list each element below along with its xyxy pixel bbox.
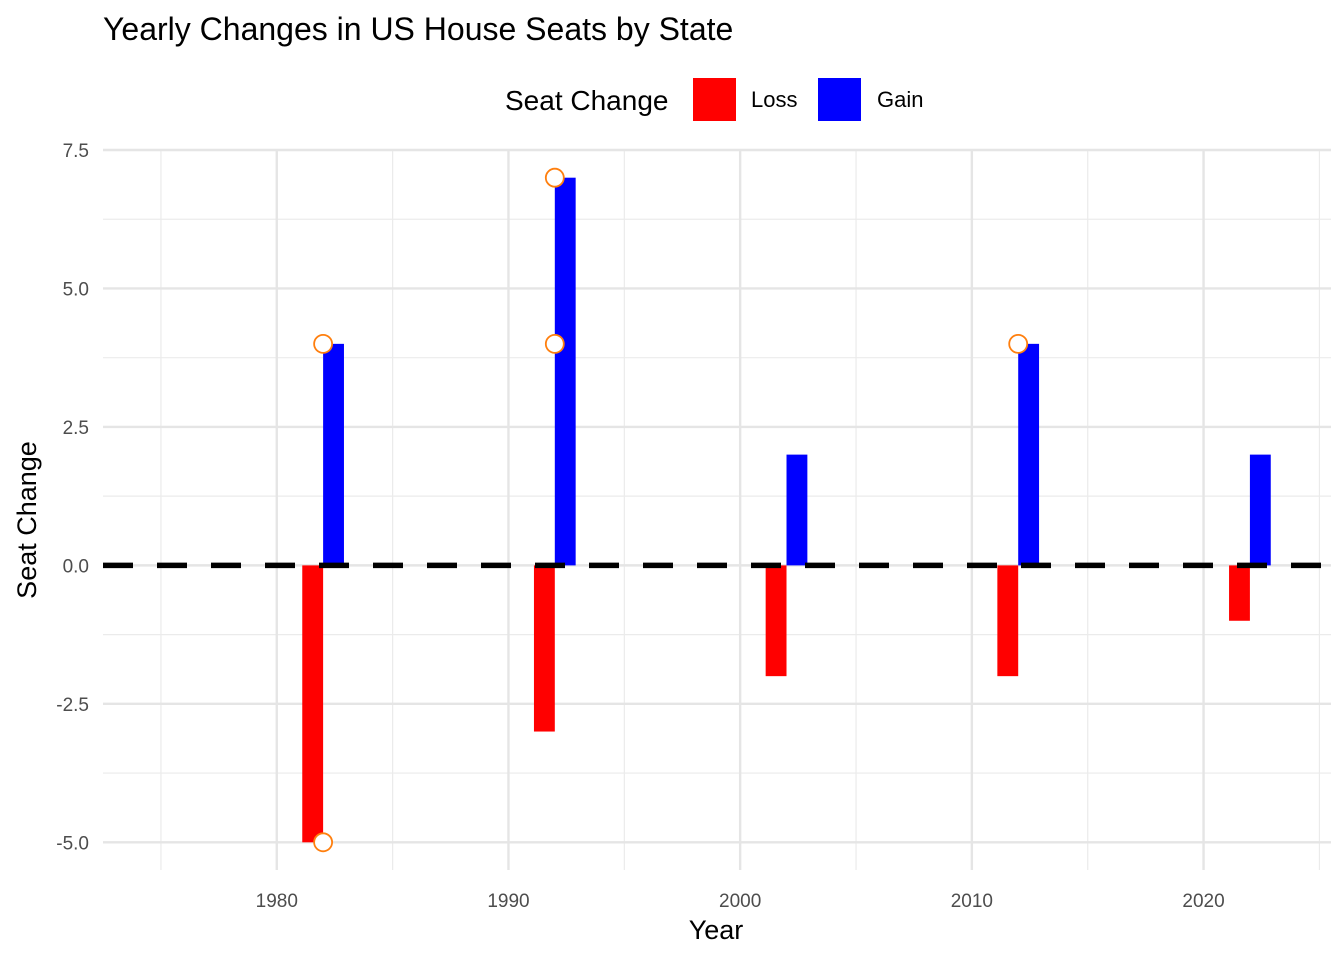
x-tick-label: 2020 [1182, 891, 1224, 912]
highlight-point [1008, 333, 1029, 354]
x-tick-label: 2010 [951, 891, 993, 912]
bar-loss-1982 [302, 565, 324, 843]
bar-gain-2002 [786, 454, 808, 566]
bar-gain-1992 [554, 177, 576, 566]
x-axis-ticks: 1980 1990 2000 2010 2020 [256, 891, 1225, 912]
highlight-point [313, 832, 334, 853]
x-tick-label: 2000 [719, 891, 761, 912]
y-tick-label: 2.5 [63, 418, 89, 439]
highlight-point [544, 167, 565, 188]
x-tick-label: 1980 [256, 891, 298, 912]
bar-loss-1992 [533, 565, 555, 732]
bar-loss-2002 [765, 565, 787, 677]
legend-key-gain [818, 78, 861, 121]
y-tick-label: 0.0 [63, 556, 89, 577]
bar-loss-2012 [997, 565, 1019, 677]
y-axis-title: Seat Change [12, 441, 42, 599]
chart-title: Yearly Changes in US House Seats by Stat… [103, 11, 733, 47]
y-tick-label: -5.0 [56, 833, 89, 854]
y-tick-label: -2.5 [56, 695, 89, 716]
bar-loss-2022 [1229, 565, 1250, 621]
highlight-points [313, 167, 1029, 853]
highlight-point [313, 333, 334, 354]
bar-gain-1982 [323, 343, 344, 566]
highlight-point [544, 333, 565, 354]
y-axis-ticks: -5.0 -2.5 0.0 2.5 5.0 7.5 [56, 141, 89, 854]
y-tick-label: 5.0 [63, 279, 89, 300]
legend: Seat Change Loss Gain [505, 78, 923, 121]
bar-gain-2022 [1249, 454, 1271, 566]
legend-label-gain: Gain [877, 87, 923, 112]
x-axis-title: Year [689, 915, 744, 945]
legend-label-loss: Loss [751, 87, 797, 112]
bars [302, 177, 1271, 843]
legend-key-loss [693, 78, 736, 121]
bar-gain-2012 [1018, 343, 1040, 566]
y-tick-label: 7.5 [63, 141, 89, 162]
grid [103, 148, 1331, 870]
legend-title: Seat Change [505, 85, 668, 116]
x-tick-label: 1990 [487, 891, 529, 912]
